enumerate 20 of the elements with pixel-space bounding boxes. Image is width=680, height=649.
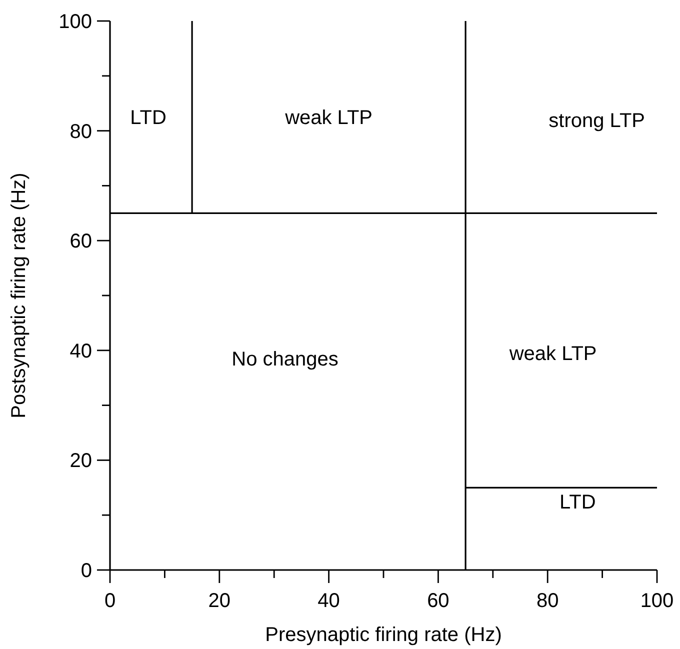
y-tick-label: 40 [70,340,92,362]
x-tick-label: 0 [104,590,116,612]
annotation: LTD [560,491,596,514]
y-tick-label: 100 [58,11,92,33]
x-axis-title: Presynaptic firing rate (Hz) [265,624,502,646]
annotation: weak LTP [508,343,597,366]
y-tick-label: 20 [70,450,92,472]
annotation: weak LTP [284,107,373,130]
x-tick-label: 80 [536,590,559,612]
annotation: strong LTP [548,110,645,132]
y-tick-label: 60 [70,230,92,253]
y-tick-label: 0 [80,560,92,582]
x-tick-label: 60 [427,590,450,612]
x-tick-label: 20 [208,590,231,612]
annotation: LTD [130,107,166,130]
annotation: No changes [232,348,338,371]
x-tick-label: 40 [318,590,340,612]
y-tick-label: 80 [70,120,92,143]
y-axis-title: Postsynaptic firing rate (Hz) [8,172,30,418]
x-tick-label: 100 [640,590,674,612]
